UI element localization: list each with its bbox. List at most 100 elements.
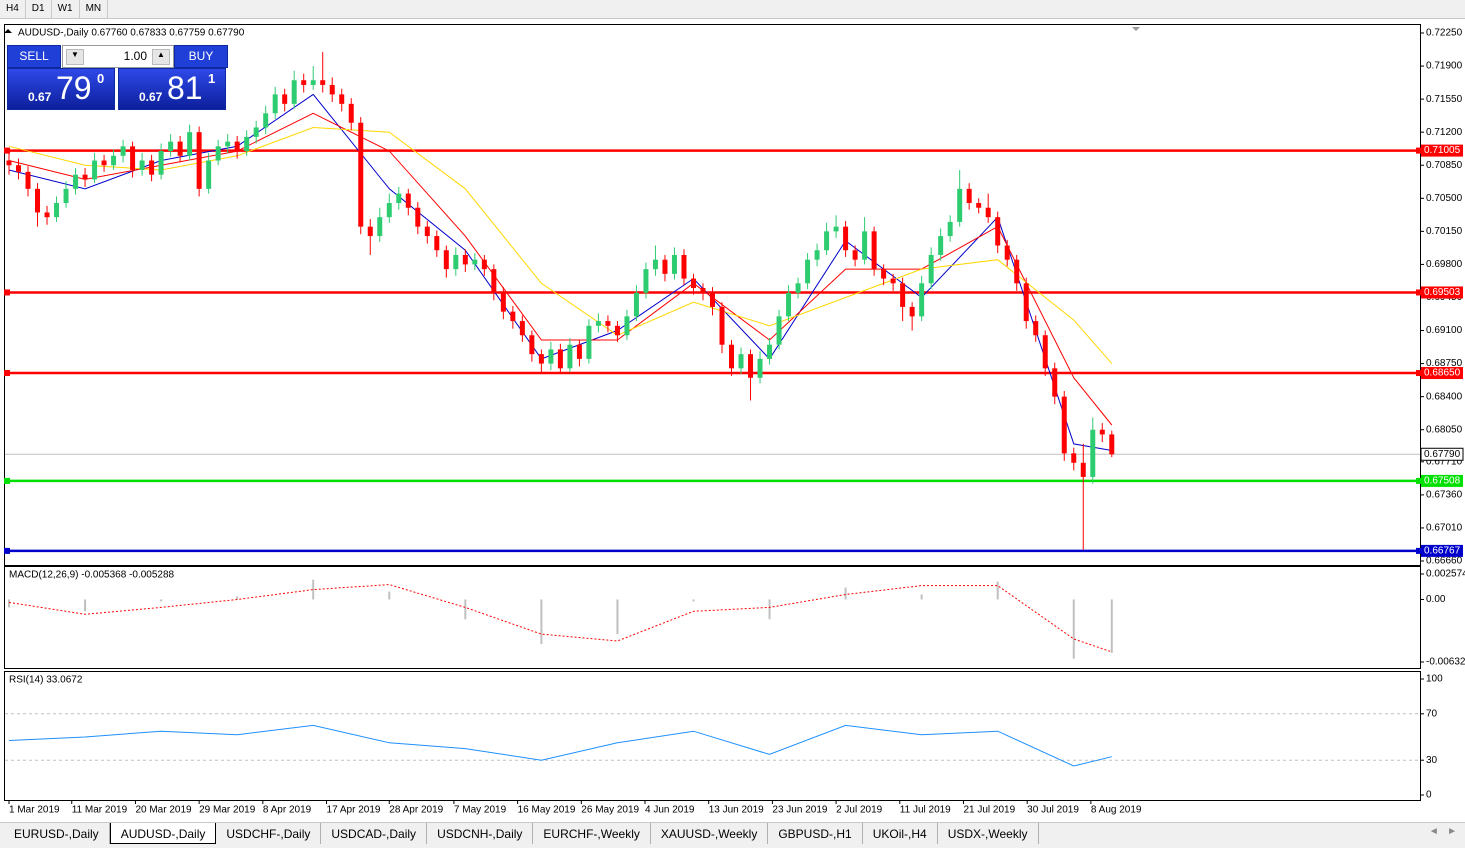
candle-body (567, 344, 573, 369)
buy-button[interactable]: BUY (174, 45, 228, 68)
candle-body (938, 236, 944, 255)
x-tick-label: 7 May 2019 (454, 805, 507, 816)
x-tick-label: 17 Apr 2019 (327, 805, 381, 816)
macd-bar (996, 581, 999, 600)
candle-body (871, 231, 877, 270)
lots-down[interactable]: ▼ (66, 49, 84, 65)
candle-body (900, 283, 906, 307)
candle-body (291, 80, 297, 104)
candle-body (681, 254, 687, 279)
level-label: 0.67508 (1424, 476, 1461, 487)
candle-body (329, 84, 335, 95)
bid-price[interactable]: 0.67 79 0 (7, 68, 115, 110)
candle-body (995, 217, 1001, 246)
lots-input[interactable]: ▼ 1.00 ▲ (62, 45, 174, 68)
candle-body (729, 344, 735, 369)
candle-body (633, 292, 639, 317)
chart-tabs: EURUSD-,Daily AUDUSD-,Daily USDCHF-,Daily U… (0, 822, 1465, 848)
candle-body (111, 155, 117, 166)
candle-body (852, 250, 858, 260)
ask-big: 81 (167, 70, 203, 106)
macd-bar (768, 599, 771, 620)
timeframe-button[interactable]: W1 (52, 0, 80, 18)
candle-body (196, 132, 202, 189)
candle-body (928, 254, 934, 284)
candle-body (538, 354, 544, 364)
candle-body (443, 250, 449, 270)
y-tick-label: 0.002574 (1426, 569, 1465, 580)
y-tick-label: -0.006326 (1426, 657, 1465, 668)
macd-bar (160, 599, 163, 602)
lots-up[interactable]: ▲ (152, 49, 170, 65)
candle-body (776, 316, 782, 345)
bid-big: 79 (56, 70, 92, 106)
candle-body (320, 80, 326, 85)
candle-body (63, 188, 69, 204)
candle-body (1004, 245, 1010, 260)
candle-body (491, 269, 497, 293)
candle-body (386, 203, 392, 218)
y-tick-label: 0.68750 (1426, 358, 1463, 369)
level-anchor (1416, 370, 1422, 377)
chart-tab[interactable]: AUDUSD-,Daily (109, 823, 217, 844)
x-tick-label: 8 Aug 2019 (1091, 805, 1142, 816)
candle-body (215, 146, 221, 161)
timeframe-button[interactable]: MN (80, 0, 109, 18)
sell-button[interactable]: SELL (7, 45, 61, 68)
level-anchor (4, 289, 10, 296)
level-anchor (4, 370, 10, 377)
chart-tab[interactable]: EURCHF-,Weekly (533, 823, 651, 844)
candle-body (244, 136, 250, 152)
chart-tab[interactable]: USDCNH-,Daily (427, 823, 534, 844)
level-label: 0.68650 (1424, 368, 1461, 379)
ask-small: 1 (208, 71, 216, 86)
candle-body (396, 193, 402, 204)
candle-body (862, 231, 868, 260)
y-tick-label: 0.69100 (1426, 325, 1463, 336)
candle-body (529, 335, 535, 355)
candle-body (652, 259, 658, 270)
candle-body (234, 141, 240, 152)
candle-body (500, 292, 506, 312)
chart-tab[interactable]: USDX-,Weekly (938, 823, 1039, 844)
level-label: 0.71005 (1424, 145, 1461, 156)
bid-prefix: 0.67 (28, 90, 52, 104)
chart-tab[interactable]: UKOil-,H4 (863, 823, 938, 844)
timeframe-button[interactable]: D1 (26, 0, 52, 18)
y-tick-label: 0.00 (1426, 594, 1446, 605)
candle-body (605, 321, 611, 326)
chart-tab[interactable]: GBPUSD-,H1 (768, 823, 863, 844)
macd-bar (844, 587, 847, 600)
chart-tab[interactable]: USDCHF-,Daily (216, 823, 322, 844)
candle-body (377, 217, 383, 237)
chart-tab[interactable]: USDCAD-,Daily (321, 823, 428, 844)
chart-tab[interactable]: EURUSD-,Daily (4, 823, 110, 844)
level-label-box (1421, 367, 1463, 380)
candle-body (814, 250, 820, 260)
y-tick-label: 0.70850 (1426, 160, 1463, 171)
ask-price[interactable]: 0.67 81 1 (118, 68, 226, 110)
level-anchor (4, 547, 10, 554)
candle-body (976, 203, 982, 208)
candle-body (405, 193, 411, 208)
candle-body (767, 344, 773, 359)
candle-body (16, 165, 22, 172)
candle-body (225, 141, 231, 147)
chart-tab[interactable]: XAUUSD-,Weekly (651, 823, 769, 844)
timeframe-button[interactable]: H4 (0, 0, 26, 18)
candle-body (139, 160, 145, 170)
level-label: 0.69503 (1424, 287, 1461, 298)
y-tick-label: 0.71200 (1426, 127, 1463, 138)
tab-scroll[interactable]: ◄ ► (1428, 826, 1457, 837)
candle-body (1014, 259, 1020, 284)
x-tick-label: 8 Apr 2019 (263, 805, 312, 816)
candle-body (710, 292, 715, 307)
one-click-trading: SELL ▼ 1.00 ▲ BUY 0.67 79 0 0.67 81 1 (7, 45, 228, 110)
candle-body (462, 254, 468, 265)
candle-body (748, 354, 754, 378)
x-tick-label: 4 Jun 2019 (645, 805, 695, 816)
macd-panel (4, 566, 1421, 669)
moving-average (8, 93, 1112, 451)
macd-bar (540, 599, 543, 644)
ask-prefix: 0.67 (139, 90, 163, 104)
